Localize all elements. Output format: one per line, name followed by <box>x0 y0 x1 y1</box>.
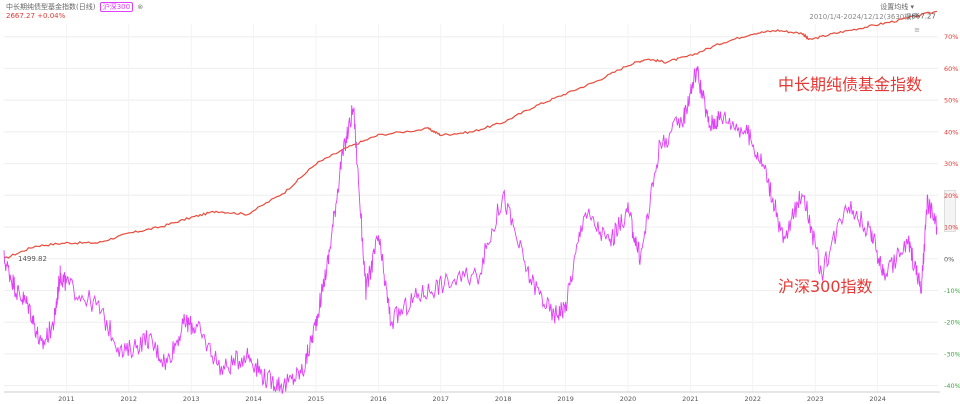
x-tick-label: 2013 <box>183 395 200 403</box>
pin-icon[interactable]: ✎ <box>914 12 920 20</box>
x-tick-label: 2011 <box>58 395 75 403</box>
y-tick-label: 0% <box>944 255 954 263</box>
x-tick-label: 2020 <box>620 395 637 403</box>
y-tick-label: 40% <box>944 128 958 136</box>
start-value-label: 1499.82 <box>18 255 47 263</box>
y-tick-label: 10% <box>944 224 958 232</box>
y-axis: 70% 60% 50% 40% 30% 20% 10% 0% -10% -20% -30% -40% <box>944 33 960 390</box>
x-tick-label: 2015 <box>308 395 325 403</box>
y-tick-label: -20% <box>944 319 960 327</box>
annotations: 1499.82 2667.27 <box>18 12 936 262</box>
chart-header-title: 中长期纯债型基金指数(日线) 沪深300 ⊗ <box>6 2 143 12</box>
x-tick-label: 2024 <box>869 395 886 403</box>
x-tick-label: 2023 <box>807 395 824 403</box>
y-tick-label: 70% <box>944 33 958 41</box>
chart-title: 中长期纯债型基金指数(日线) <box>6 3 96 11</box>
x-tick-label: 2018 <box>495 395 512 403</box>
y-tick-label: -40% <box>944 382 960 390</box>
bond-index-line <box>3 10 938 259</box>
current-value: 2667.27 +0.04% <box>6 12 66 20</box>
remove-compare-icon[interactable]: ⊗ <box>137 3 144 11</box>
x-axis: 2011 2012 2013 2014 2015 2016 2017 2018 2019 2020… <box>58 395 886 403</box>
compare-tag[interactable]: 沪深300 <box>99 2 134 12</box>
y-tick-label: -10% <box>944 287 960 295</box>
x-tick-label: 2017 <box>433 395 450 403</box>
grid <box>4 24 940 393</box>
x-tick-label: 2022 <box>745 395 762 403</box>
x-tick-label: 2014 <box>245 395 262 403</box>
bond-index-label: 中长期纯债基金指数 <box>778 75 923 94</box>
x-tick-label: 2019 <box>557 395 574 403</box>
y-tick-label: 50% <box>944 97 958 105</box>
x-tick-label: 2012 <box>121 395 138 403</box>
x-tick-label: 2021 <box>682 395 699 403</box>
date-range: 2010/1/4-2024/12/12(3630根) <box>809 13 914 21</box>
csi300-line <box>3 65 938 394</box>
y-tick-label: -30% <box>944 350 960 358</box>
menu-icon[interactable]: ≡ <box>914 26 920 34</box>
y-tick-label: 20% <box>944 192 958 200</box>
csi300-label: 沪深300指数 <box>778 277 873 296</box>
y-tick-label: 60% <box>944 65 958 73</box>
end-value-label: 2667.27 <box>907 12 936 20</box>
side-scroll-handle[interactable] <box>944 190 956 232</box>
settings-ma-button[interactable]: 设置均线 ▾ <box>880 3 914 11</box>
x-tick-label: 2016 <box>370 395 387 403</box>
y-tick-label: 30% <box>944 160 958 168</box>
series <box>3 10 938 394</box>
